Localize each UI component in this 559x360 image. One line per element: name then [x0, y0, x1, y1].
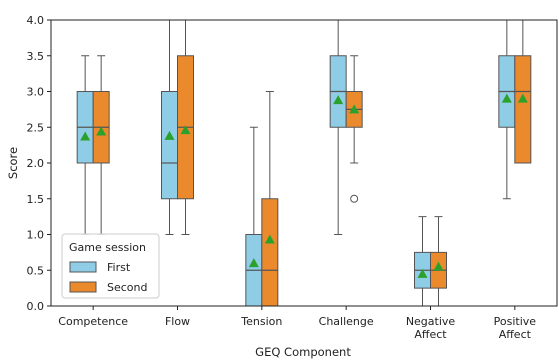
y-tick-label: 4.0: [27, 14, 45, 27]
box-second-3: [345, 55, 363, 203]
x-tick-label: Positive: [494, 315, 537, 328]
box-first-2: [245, 126, 263, 307]
axes: 0.0 0.5 1.0 1.5 2.0 2.5 3.0 3.5 4.0 Competence Flo…: [27, 14, 558, 341]
mean-marker: [517, 93, 528, 103]
legend-label-first: First: [107, 261, 131, 274]
box-body: [514, 55, 532, 164]
outlier-point: [350, 194, 359, 203]
box-first-3: [329, 19, 347, 235]
box-first-1: [161, 19, 178, 235]
box-second-4: [430, 216, 447, 307]
x-tick-label: Negative: [406, 315, 456, 328]
box-first-0: [76, 55, 94, 235]
mean-marker: [333, 95, 344, 105]
mean-marker: [96, 126, 107, 136]
box-first-4: [414, 216, 431, 307]
mean-marker: [417, 268, 428, 278]
legend-title: Game session: [69, 241, 146, 254]
y-tick-label: 2.0: [27, 157, 45, 170]
x-tick-label: Affect: [499, 328, 532, 341]
mean-marker: [264, 234, 275, 244]
box-body: [161, 91, 178, 200]
y-tick-label: 3.0: [27, 86, 45, 99]
mean-marker: [180, 125, 191, 135]
y-tick-label: 2.5: [27, 121, 45, 134]
mean-marker: [248, 258, 259, 268]
mean-marker: [501, 93, 512, 103]
y-tick-label: 1.5: [27, 193, 45, 206]
y-tick-label: 1.0: [27, 229, 45, 242]
y-tick-label: 3.5: [27, 50, 45, 63]
x-axis-title: GEQ Component: [255, 345, 351, 359]
mean-marker: [80, 131, 91, 141]
box-second-2: [261, 91, 279, 307]
y-tick-label: 0.5: [27, 264, 45, 277]
y-tick-label: 0.0: [27, 300, 45, 313]
mean-marker: [164, 130, 175, 140]
x-tick-label: Affect: [414, 328, 447, 341]
box-second-5: [514, 19, 532, 164]
legend-label-second: Second: [107, 281, 147, 294]
x-tick-label: Competence: [58, 315, 128, 328]
mean-marker: [433, 261, 444, 271]
legend-swatch-first: [69, 261, 97, 273]
box-second-0: [92, 55, 110, 235]
x-tick-label: Flow: [165, 315, 190, 328]
x-tick-label: Challenge: [319, 315, 374, 328]
legend: Game session First Second: [61, 233, 160, 299]
box-first-5: [498, 19, 516, 200]
box-body: [261, 198, 279, 307]
x-tick-label: Tension: [240, 315, 282, 328]
y-axis-title: Score: [6, 147, 20, 179]
mean-marker: [349, 104, 360, 114]
box-second-1: [177, 19, 194, 235]
plot-area: [76, 19, 532, 307]
legend-swatch-second: [69, 281, 97, 293]
